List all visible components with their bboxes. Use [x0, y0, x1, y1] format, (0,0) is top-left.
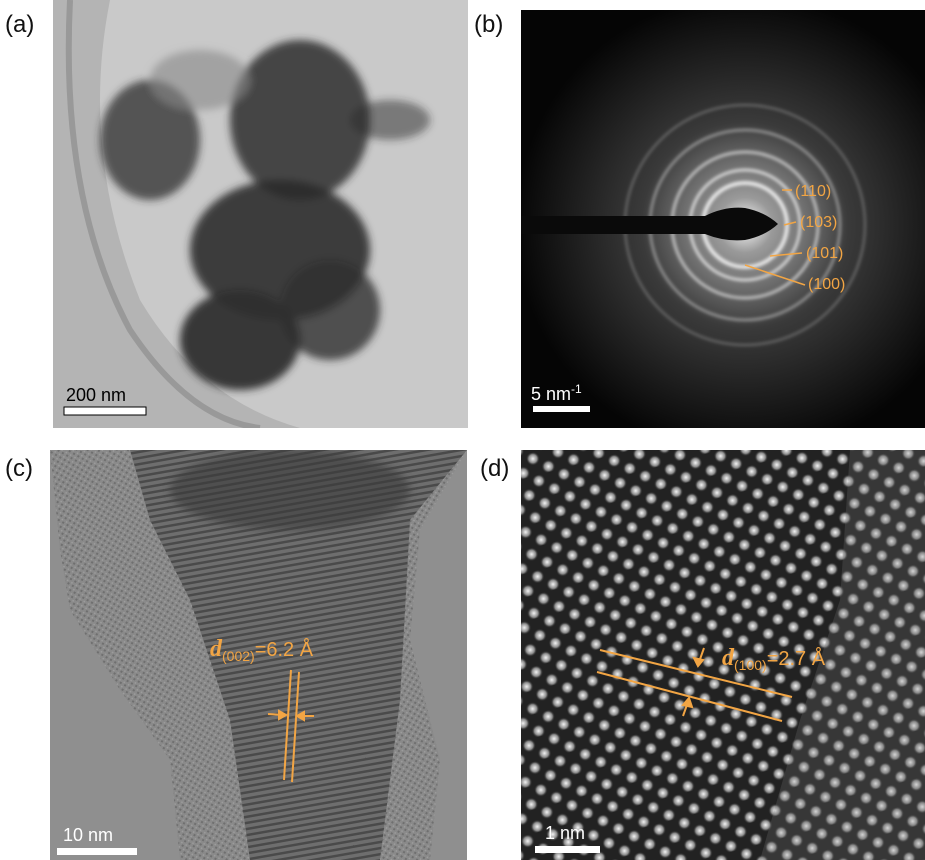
panel-label: (b) [474, 11, 503, 38]
scale-bar-label: 10 nm [63, 825, 113, 845]
scale-bar [57, 848, 137, 855]
subscript: (002) [222, 648, 255, 664]
scale-bar [533, 406, 590, 412]
panel-label: (a) [5, 11, 34, 38]
scale-bar-label: 1 nm [545, 823, 585, 843]
value: =2.7 Å [767, 647, 826, 670]
ring-label: (103) [800, 214, 837, 231]
scale-bar-label: 200 nm [66, 385, 126, 405]
scale-bar-text: 5 nm [531, 384, 571, 404]
panel-label: (c) [5, 455, 33, 482]
ring-label: (110) [795, 183, 831, 200]
subscript: (100) [734, 657, 767, 673]
ring-label: (100) [808, 276, 845, 293]
scale-bar [535, 846, 600, 853]
figure: 200 nm (a) (110) (103) (101) (100) 5 nm-… [0, 0, 925, 860]
scale-bar [64, 407, 146, 415]
ring-label: (101) [806, 245, 843, 262]
panel-a-image [53, 0, 468, 428]
scale-bar-superscript: -1 [571, 382, 582, 396]
value: =6.2 Å [255, 638, 314, 661]
panel-label: (d) [480, 455, 509, 482]
panel-b-image [521, 10, 925, 428]
